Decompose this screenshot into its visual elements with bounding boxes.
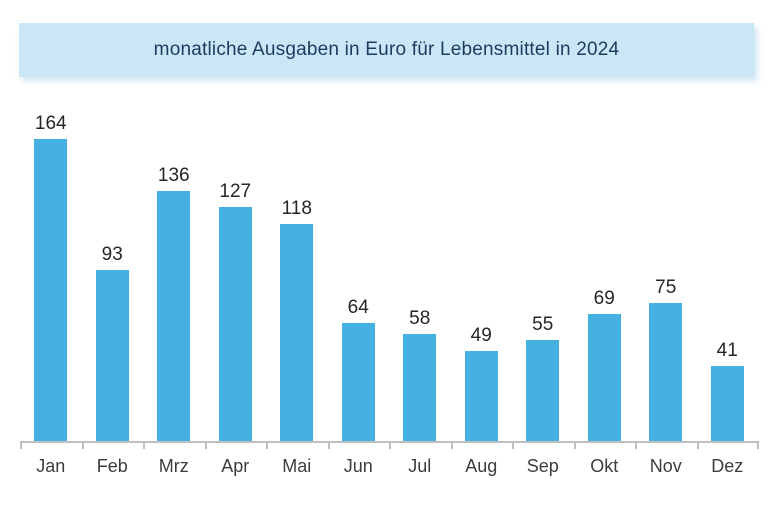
bar-value-label-dez: 41 — [716, 339, 738, 361]
bar-value-label-mai: 118 — [281, 197, 312, 219]
axis-tick — [696, 443, 699, 449]
axis-tick — [204, 443, 207, 449]
bar-apr[interactable] — [218, 207, 252, 441]
x-axis-label-dez: Dez — [711, 456, 744, 476]
bar-group-nov: 75 — [635, 278, 697, 441]
bar-group-aug: 49 — [451, 326, 513, 441]
bar-group-mai: 118 — [266, 199, 328, 441]
x-axis-label-jan: Jan — [36, 456, 66, 476]
bar-okt[interactable] — [587, 314, 621, 441]
axis-tick — [512, 443, 514, 449]
x-axis-label-mai: Mai — [282, 456, 312, 476]
x-axis-label-sep: Sep — [526, 456, 559, 476]
bar-jun[interactable] — [341, 323, 375, 441]
x-axis-label-nov: Nov — [649, 456, 682, 476]
month-labels: Jan Feb Mrz Apr Mai Jun Jul Aug Sep Okt Nov Dez — [20, 456, 758, 478]
bar-group-jul: 58 — [389, 309, 451, 441]
chart-title-banner: monatliche Ausgaben in Euro für Lebensmi… — [19, 23, 754, 77]
x-axis-label-mrz: Mrz — [158, 456, 189, 476]
axis-tick — [573, 443, 576, 449]
bar-value-label-jun: 64 — [347, 297, 369, 319]
axis-tick — [81, 443, 84, 449]
axis-ticks — [20, 443, 759, 449]
bar-group-jan: 164 — [20, 114, 82, 441]
axis-tick — [266, 443, 268, 449]
axis-tick — [389, 443, 391, 449]
axis-tick — [450, 443, 453, 449]
x-axis-label-apr: Apr — [221, 456, 250, 476]
bar-feb[interactable] — [95, 269, 129, 441]
bar-sep[interactable] — [526, 339, 560, 441]
bar-value-label-jan: 164 — [34, 113, 67, 135]
bar-group-mrz: 136 — [143, 166, 205, 441]
bar-nov[interactable] — [649, 303, 683, 441]
bar-group-dez: 41 — [697, 341, 759, 441]
bar-jan[interactable] — [34, 139, 68, 441]
axis-tick — [327, 443, 330, 449]
bar-group-feb: 93 — [82, 245, 144, 441]
bar-group-okt: 69 — [574, 289, 636, 441]
bar-value-label-sep: 55 — [532, 313, 554, 335]
bar-mrz[interactable] — [157, 190, 191, 441]
bar-group-apr: 127 — [205, 182, 267, 441]
axis-tick — [635, 443, 637, 449]
bar-jul[interactable] — [403, 334, 437, 441]
plot-area: 164 93 136 127 118 64 58 49 55 69 75 41 — [20, 0, 758, 441]
x-axis-label-okt: Okt — [590, 456, 619, 476]
bar-group-jun: 64 — [328, 298, 390, 441]
bar-dez[interactable] — [710, 365, 744, 441]
chart-title: monatliche Ausgaben in Euro für Lebensmi… — [153, 39, 620, 60]
bar-mai[interactable] — [280, 223, 314, 441]
bar-value-label-jul: 58 — [409, 308, 431, 330]
axis-tick — [757, 443, 759, 449]
bar-value-label-feb: 93 — [101, 243, 123, 265]
bar-value-label-okt: 69 — [593, 288, 615, 310]
bar-aug[interactable] — [464, 350, 498, 441]
bar-group-sep: 55 — [512, 315, 574, 441]
bar-value-label-aug: 49 — [470, 324, 492, 346]
x-axis-label-feb: Feb — [96, 456, 128, 476]
bar-value-label-apr: 127 — [219, 181, 252, 203]
x-axis-label-jun: Jun — [343, 456, 373, 476]
x-axis-line — [20, 441, 759, 443]
x-axis-label-jul: Jul — [408, 456, 432, 476]
bar-value-label-nov: 75 — [655, 277, 677, 298]
axis-tick — [20, 443, 22, 449]
axis-tick — [143, 443, 145, 449]
x-axis-label-aug: Aug — [465, 456, 498, 476]
bar-value-label-mrz: 136 — [157, 164, 190, 186]
